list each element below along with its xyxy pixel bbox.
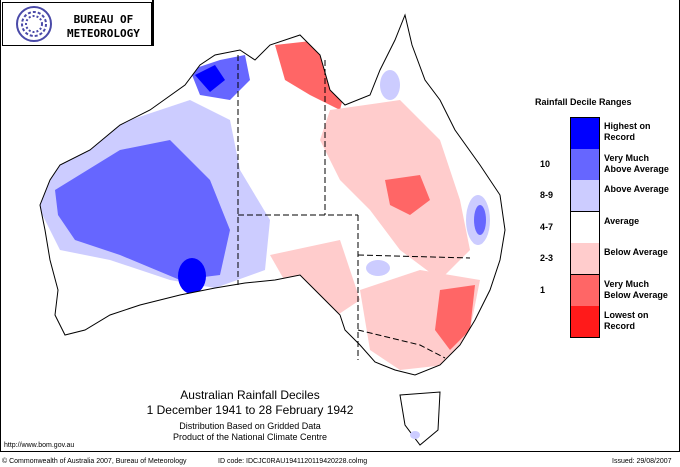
region-above-tasmania: [410, 431, 420, 439]
bom-logo: BUREAU OF METEOROLOGY: [2, 2, 152, 46]
logo-divider: [152, 0, 154, 46]
issued-date: Issued: 29/08/2007: [612, 458, 672, 465]
spiral-logo-icon: [16, 6, 52, 42]
legend-decile: 2-3: [540, 253, 554, 263]
region-kimberley-highest: [195, 65, 225, 92]
legend-swatch: [570, 274, 600, 307]
legend-decile: 1: [540, 284, 546, 295]
map-period: 1 December 1941 to 28 February 1942: [146, 403, 354, 417]
legend-label: Above Average: [604, 184, 669, 194]
copyright: © Commonwealth of Australia 2007, Bureau…: [2, 458, 187, 465]
map-subtitle: Distribution Based on Gridded Data: [179, 421, 321, 431]
map-product: Product of the National Climate Centre: [172, 432, 328, 442]
region-very-much-below-nsw: [435, 285, 475, 350]
legend-label: Very Much Above Average: [604, 152, 669, 174]
legend-label: Average: [604, 215, 640, 226]
legend-label: Lowest on Record: [604, 310, 649, 331]
region-very-much-above-east-coast: [474, 205, 486, 235]
legend-label: Very Much Below Average: [604, 278, 668, 300]
legend-label: Below Average: [604, 247, 668, 257]
tasmania: [399, 391, 441, 446]
legend-decile: 10: [540, 158, 551, 169]
url-link[interactable]: http://www.bom.gov.au: [4, 442, 75, 449]
legend-swatch: [570, 180, 600, 212]
state-borders: [237, 55, 471, 360]
region-above-inland: [366, 260, 390, 276]
legend-title: Rainfall Decile Ranges: [535, 97, 632, 107]
legend-swatch: [570, 117, 600, 150]
region-highest-west: [178, 258, 206, 294]
logo-line1: BUREAU OF: [73, 13, 134, 26]
region-above-cape-york: [380, 70, 400, 100]
legend-swatch: [570, 306, 600, 338]
legend-swatch: [570, 148, 600, 181]
legend-swatch: [570, 211, 600, 244]
legend-decile: 8-9: [540, 190, 554, 200]
region-below-sa: [270, 240, 360, 320]
legend-label: Highest on Record: [604, 121, 651, 142]
region-very-much-below-queensland: [385, 175, 430, 215]
logo-line2: METEOROLOGY: [67, 27, 140, 40]
region-very-much-above-west: [55, 140, 230, 280]
legend-decile: 4-7: [540, 221, 554, 232]
map-title: Australian Rainfall Deciles: [180, 388, 320, 402]
legend-swatch: [570, 243, 600, 275]
id-code: ID code: IDCJC0RAU1941120119420228.colmg: [218, 458, 368, 465]
australia-rainfall-map: [39, 14, 506, 446]
